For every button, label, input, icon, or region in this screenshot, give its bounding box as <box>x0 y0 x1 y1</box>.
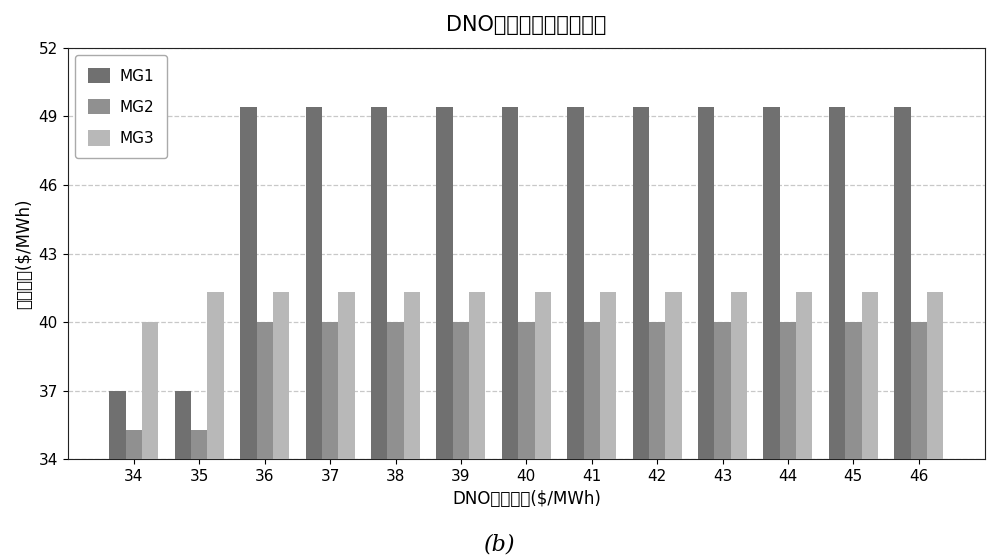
Bar <box>567 107 584 459</box>
Bar <box>518 322 535 459</box>
Legend: MG1, MG2, MG3: MG1, MG2, MG3 <box>75 55 167 158</box>
Bar <box>780 322 796 459</box>
X-axis label: DNO购电价格($/MWh): DNO购电价格($/MWh) <box>452 490 601 508</box>
Bar <box>714 322 731 459</box>
Bar <box>649 322 665 459</box>
Bar <box>371 107 387 459</box>
Bar <box>273 292 289 459</box>
Bar <box>796 292 812 459</box>
Title: DNO与微网交易价格结果: DNO与微网交易价格结果 <box>446 15 607 35</box>
Bar <box>845 322 862 459</box>
Bar <box>322 322 338 459</box>
Bar <box>436 107 453 459</box>
Bar <box>240 107 257 459</box>
Y-axis label: 交易价格($/MWh): 交易价格($/MWh) <box>15 198 33 309</box>
Bar <box>731 292 747 459</box>
Bar <box>535 292 551 459</box>
Bar <box>109 391 126 459</box>
Bar <box>306 107 322 459</box>
Bar <box>453 322 469 459</box>
Bar <box>502 107 518 459</box>
Bar <box>126 430 142 459</box>
Bar <box>862 292 878 459</box>
Bar <box>338 292 355 459</box>
Bar <box>469 292 485 459</box>
Bar <box>829 107 845 459</box>
Bar <box>207 292 224 459</box>
Bar <box>175 391 191 459</box>
Bar <box>927 292 943 459</box>
Bar <box>665 292 682 459</box>
Bar <box>387 322 404 459</box>
Bar <box>698 107 714 459</box>
Text: (b): (b) <box>484 533 516 555</box>
Bar <box>894 107 911 459</box>
Bar <box>763 107 780 459</box>
Bar <box>257 322 273 459</box>
Bar <box>911 322 927 459</box>
Bar <box>142 322 158 459</box>
Bar <box>191 430 207 459</box>
Bar <box>584 322 600 459</box>
Bar <box>404 292 420 459</box>
Bar <box>600 292 616 459</box>
Bar <box>633 107 649 459</box>
